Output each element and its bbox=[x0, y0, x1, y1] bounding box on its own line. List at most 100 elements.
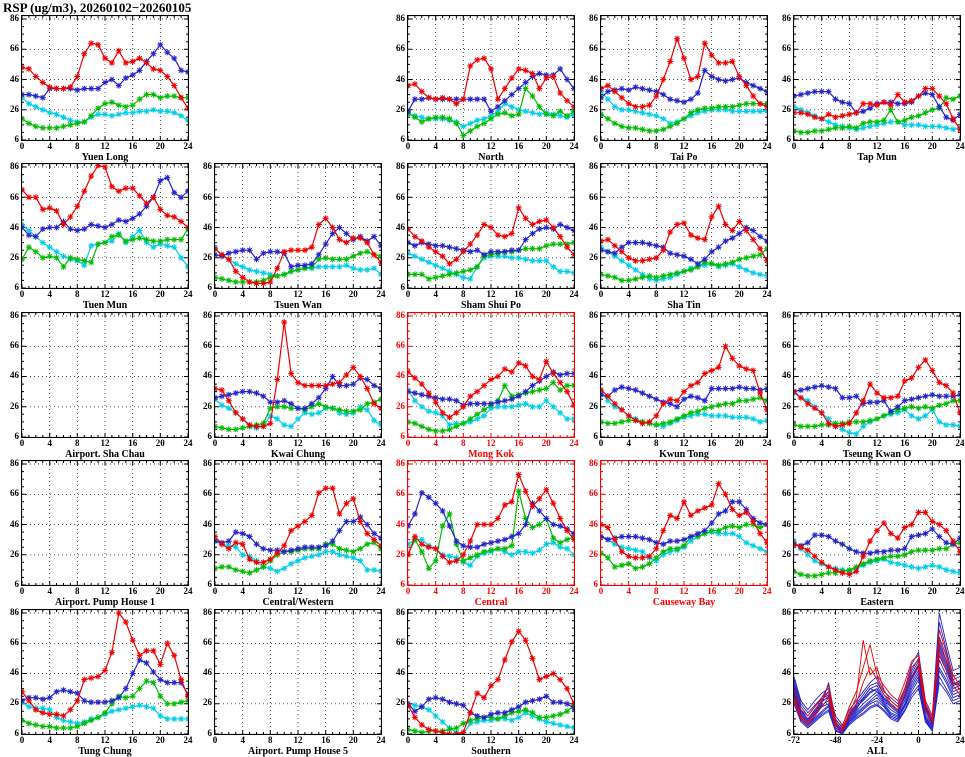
x-tick-label: 24 bbox=[376, 437, 386, 448]
y-tick-label: 86 bbox=[782, 13, 791, 23]
tick-marks bbox=[21, 461, 189, 586]
y-tick-label: 86 bbox=[589, 309, 598, 320]
chart-plot bbox=[214, 311, 382, 438]
x-tick-label: 0 bbox=[405, 141, 411, 151]
x-tick-label: 8 bbox=[461, 734, 466, 745]
x-tick-label: 20 bbox=[348, 289, 358, 300]
chart-plot bbox=[21, 15, 189, 141]
y-tick-label: 46 bbox=[203, 518, 212, 529]
y-tick-label: 6 bbox=[207, 282, 213, 293]
x-tick-label: 0 bbox=[19, 734, 25, 745]
chart-cell-southern: 6 26 46 66 86 0 4 8 12 16 20 24 Southern bbox=[386, 607, 579, 757]
y-tick-label: 6 bbox=[786, 430, 792, 441]
y-tick-label: 6 bbox=[14, 134, 20, 144]
plot-border bbox=[793, 311, 961, 438]
chart-grid: 6 26 46 66 86 0 4 8 12 16 20 24 Yuen Long 6 26 46 66 86 0 4… bbox=[0, 13, 965, 757]
chart-title: Tseung Kwan O bbox=[842, 448, 912, 460]
tick-marks bbox=[214, 609, 382, 735]
x-tick-label: 12 bbox=[293, 289, 303, 300]
x-tick-label: 24 bbox=[762, 289, 772, 300]
chart-title: Airport. Sha Chau bbox=[65, 448, 145, 460]
x-tick-label: 8 bbox=[268, 437, 273, 448]
series-line-blue bbox=[407, 492, 575, 548]
x-tick-label: 16 bbox=[707, 289, 717, 300]
x-tick-label: 12 bbox=[100, 289, 110, 300]
x-tick-label: 12 bbox=[100, 141, 110, 151]
x-tick-label: 24 bbox=[569, 141, 579, 151]
y-tick-label: 86 bbox=[10, 309, 19, 320]
y-tick-label: 86 bbox=[10, 606, 19, 617]
x-tick-label: 4 bbox=[433, 734, 438, 745]
chart-title: Mong Kok bbox=[468, 448, 514, 460]
y-tick-label: 26 bbox=[589, 103, 598, 114]
y-tick-label: 6 bbox=[14, 430, 20, 441]
y-tick-label: 46 bbox=[396, 73, 405, 84]
series-markers-blue bbox=[214, 224, 382, 271]
series-markers-green bbox=[600, 521, 768, 572]
y-tick-label: 66 bbox=[203, 340, 212, 351]
x-tick-label: 16 bbox=[128, 586, 138, 597]
y-tick-label: 46 bbox=[589, 221, 598, 232]
x-tick-label: 8 bbox=[268, 586, 273, 597]
x-tick-label: 16 bbox=[707, 141, 717, 151]
y-tick-label: 6 bbox=[593, 579, 599, 590]
plot-border bbox=[793, 460, 961, 587]
y-tick-label: 26 bbox=[203, 400, 212, 411]
x-tick-label: 8 bbox=[847, 586, 852, 597]
plot-border bbox=[600, 311, 768, 438]
y-tick-label: 26 bbox=[782, 697, 791, 708]
chart-plot bbox=[21, 311, 189, 438]
chart-plot bbox=[793, 608, 961, 735]
chart-cell-sha-tin: 6 26 46 66 86 0 4 8 12 16 20 24 Sha Tin bbox=[579, 161, 772, 312]
x-tick-label: 8 bbox=[654, 586, 659, 597]
x-tick-label: 12 bbox=[486, 437, 496, 448]
plot-border bbox=[21, 608, 189, 735]
chart-title: Yuen Long bbox=[81, 152, 129, 163]
x-tick-label: 16 bbox=[514, 289, 524, 300]
chart-cell-central: 6 26 46 66 86 0 4 8 12 16 20 24 Central bbox=[386, 458, 579, 609]
x-tick-label: 8 bbox=[461, 289, 466, 300]
y-tick-label: 46 bbox=[589, 73, 598, 84]
y-tick-label: 86 bbox=[396, 309, 405, 320]
chart-plot bbox=[214, 608, 382, 735]
y-tick-label: 66 bbox=[10, 488, 19, 499]
x-tick-label: 24 bbox=[762, 586, 772, 597]
x-tick-label: 16 bbox=[900, 437, 910, 448]
x-tick-label: 16 bbox=[128, 289, 138, 300]
chart-cell-airport-pump-house-1: 6 26 46 66 86 0 4 8 12 16 20 24 Airport. Pump House … bbox=[0, 458, 193, 609]
x-tick-label: 20 bbox=[927, 437, 937, 448]
chart-title: Tung Chung bbox=[78, 745, 132, 757]
x-tick-label: 8 bbox=[654, 141, 659, 151]
x-tick-label: 20 bbox=[348, 586, 358, 597]
x-tick-label: 4 bbox=[819, 437, 824, 448]
chart-plot bbox=[407, 163, 575, 290]
y-tick-label: 6 bbox=[786, 134, 792, 144]
x-tick-label: 12 bbox=[293, 437, 303, 448]
x-tick-label: 8 bbox=[461, 141, 466, 151]
y-tick-label: 46 bbox=[10, 518, 19, 529]
x-tick-label: 0 bbox=[19, 586, 25, 597]
chart-title: Causeway Bay bbox=[652, 597, 716, 609]
y-tick-label: 86 bbox=[203, 458, 212, 469]
y-tick-label: 46 bbox=[782, 518, 791, 529]
y-tick-label: 46 bbox=[396, 370, 405, 381]
y-tick-label: 86 bbox=[396, 13, 405, 23]
x-tick-label: 8 bbox=[654, 289, 659, 300]
chart-plot bbox=[21, 163, 189, 290]
x-tick-label: 8 bbox=[75, 586, 80, 597]
chart-title: Airport. Pump House 1 bbox=[55, 597, 155, 609]
x-tick-label: -24 bbox=[871, 734, 883, 745]
multiline-red bbox=[793, 651, 961, 732]
x-tick-label: 16 bbox=[128, 141, 138, 151]
y-tick-label: 46 bbox=[589, 370, 598, 381]
multiline-blue bbox=[793, 681, 961, 735]
y-tick-label: 86 bbox=[589, 458, 598, 469]
x-tick-label: 8 bbox=[75, 734, 80, 745]
x-tick-label: 0 bbox=[212, 734, 218, 745]
x-tick-label: 4 bbox=[47, 141, 52, 151]
x-tick-label: 0 bbox=[19, 141, 25, 151]
chart-cell-tap-mun: 6 26 46 66 86 0 4 8 12 16 20 24 Tap Mun bbox=[772, 13, 965, 164]
y-tick-label: 6 bbox=[593, 430, 599, 441]
y-tick-label: 46 bbox=[10, 221, 19, 232]
y-tick-label: 66 bbox=[782, 340, 791, 351]
